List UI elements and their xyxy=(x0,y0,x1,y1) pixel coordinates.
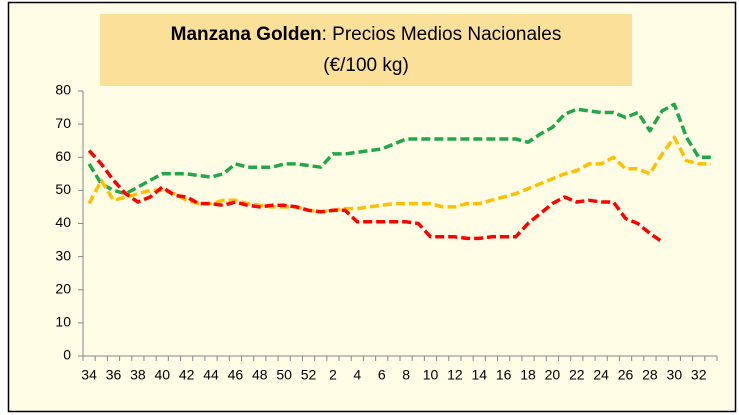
x-tick-label: 26 xyxy=(618,367,634,383)
y-tick-label: 10 xyxy=(55,314,71,330)
x-tick-label: 12 xyxy=(447,367,463,383)
x-tick-label: 22 xyxy=(569,367,585,383)
x-tick-label: 32 xyxy=(691,367,707,383)
y-tick-label: 30 xyxy=(55,247,71,263)
chart-subtitle: (€/100 kg) xyxy=(323,55,409,76)
y-tick-label: 60 xyxy=(55,148,71,164)
x-tick-label: 40 xyxy=(154,367,170,383)
y-tick-label: 40 xyxy=(55,214,71,230)
y-tick-label: 0 xyxy=(63,347,71,363)
y-tick-label: 80 xyxy=(55,82,71,98)
x-tick-label: 14 xyxy=(471,367,487,383)
y-tick-label: 70 xyxy=(55,115,71,131)
title-rest: : Precios Medios Nacionales xyxy=(322,24,562,45)
x-tick-label: 52 xyxy=(301,367,317,383)
x-tick-label: 2 xyxy=(329,367,337,383)
x-tick-label: 6 xyxy=(378,367,386,383)
x-tick-label: 28 xyxy=(642,367,658,383)
x-tick-label: 20 xyxy=(545,367,561,383)
series-line xyxy=(87,102,711,196)
title-bold: Manzana Golden xyxy=(171,24,322,45)
chart-title: Manzana Golden: Precios Medios Nacionale… xyxy=(171,24,562,45)
x-tick-label: 50 xyxy=(276,367,292,383)
title-box xyxy=(100,14,632,86)
y-tick-label: 50 xyxy=(55,181,71,197)
x-tick-label: 16 xyxy=(496,367,512,383)
x-tick-label: 10 xyxy=(423,367,439,383)
x-tick-label: 36 xyxy=(106,367,122,383)
x-tick-label: 24 xyxy=(593,367,609,383)
x-tick-label: 48 xyxy=(252,367,268,383)
x-tick-label: 4 xyxy=(353,367,361,383)
x-tick-label: 38 xyxy=(130,367,146,383)
x-tick-label: 34 xyxy=(81,367,97,383)
x-tick-label: 42 xyxy=(179,367,195,383)
x-tick-label: 18 xyxy=(520,367,536,383)
x-tick-label: 44 xyxy=(203,367,219,383)
x-tick-label: 30 xyxy=(667,367,683,383)
x-tick-label: 46 xyxy=(228,367,244,383)
series-line xyxy=(87,149,664,244)
x-tick-label: 8 xyxy=(402,367,410,383)
y-tick-label: 20 xyxy=(55,280,71,296)
